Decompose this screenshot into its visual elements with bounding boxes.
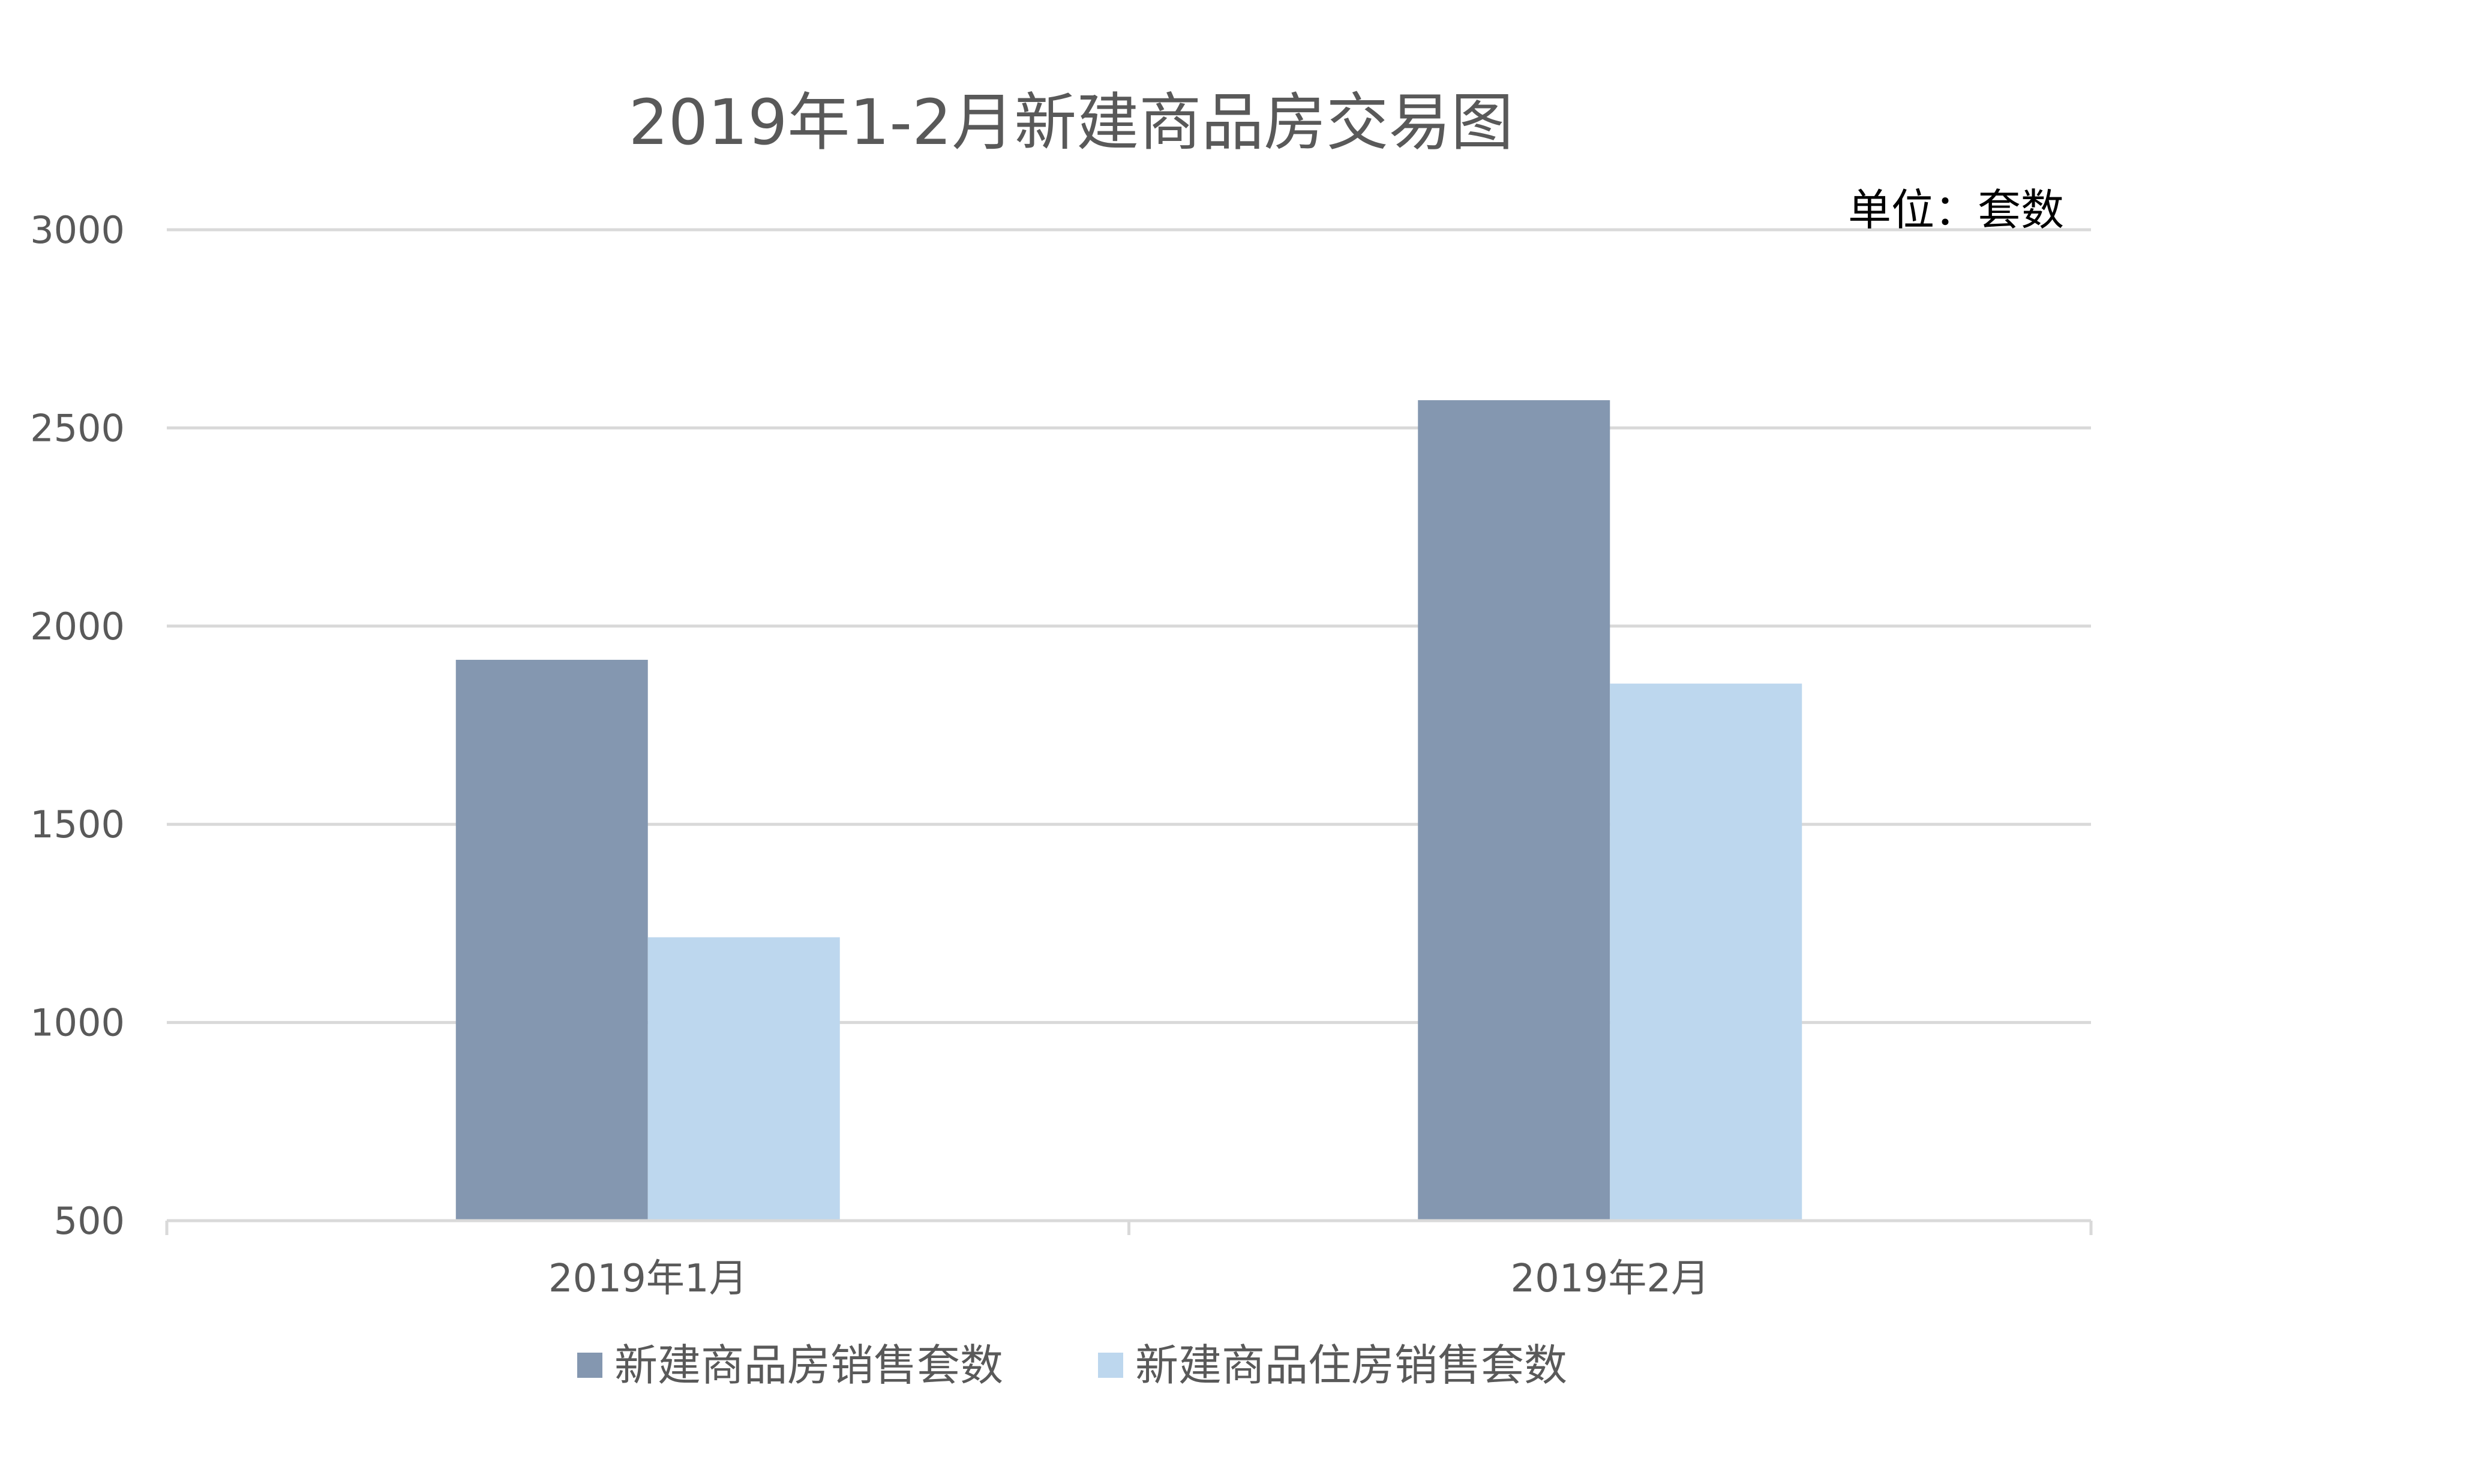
bar-2-2 [1610, 683, 1802, 1221]
legend: 新建商品房销售套数 新建商品住房销售套数 [577, 1340, 1567, 1390]
bar-1-2 [1418, 400, 1610, 1221]
unit-label: 单位：套数 [1848, 185, 2064, 235]
gridlines [167, 228, 2091, 1025]
legend-swatch [1098, 1353, 1123, 1378]
y-tick-label: 2500 [30, 406, 125, 450]
legend-label: 新建商品房销售套数 [614, 1340, 1003, 1390]
y-tick-label: 2000 [30, 605, 125, 648]
category-labels: 2019年1月 2019年2月 [548, 1257, 1709, 1301]
x-axis [165, 1219, 2093, 1235]
bar-1-1 [455, 659, 648, 1221]
legend-swatch [577, 1353, 602, 1378]
y-axis-ticks: 500 1000 1500 2000 2500 3000 [30, 208, 125, 1243]
x-category-label: 2019年2月 [1510, 1257, 1709, 1301]
legend-label: 新建商品住房销售套数 [1135, 1340, 1567, 1390]
y-tick-label: 500 [54, 1199, 125, 1243]
x-category-label: 2019年1月 [548, 1257, 748, 1301]
y-tick-label: 3000 [30, 208, 125, 252]
chart-title: 2019年1-2月新建商品房交易图 [629, 86, 1514, 159]
y-tick-label: 1000 [30, 1001, 125, 1045]
bars [455, 400, 1802, 1221]
y-tick-label: 1500 [30, 803, 125, 846]
bar-2-1 [647, 937, 840, 1221]
